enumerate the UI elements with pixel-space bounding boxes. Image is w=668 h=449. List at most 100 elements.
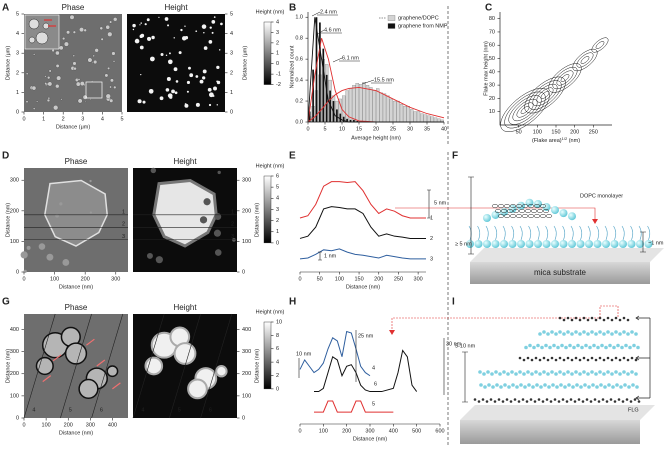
- lipid-head: [616, 343, 620, 348]
- graphene-atom: [598, 356, 602, 360]
- histogram-bar: [345, 90, 349, 123]
- axis-label: Distance (nm): [254, 203, 260, 237]
- series-label: 5: [372, 401, 375, 407]
- profile-curve: [314, 349, 418, 393]
- contour-line: [595, 41, 605, 49]
- annotation: 1 nm: [324, 253, 337, 259]
- lipid-head: [631, 383, 635, 387]
- lipid-head: [466, 240, 474, 248]
- lipid-head: [554, 372, 558, 376]
- histogram-bar: [386, 95, 390, 123]
- afm-feature: [35, 31, 49, 45]
- mica-substrate: [460, 405, 655, 420]
- lipid-head: [590, 370, 594, 374]
- afm-feature: [100, 37, 104, 41]
- x-tick-label: 5: [120, 116, 123, 122]
- image-features: [146, 167, 236, 264]
- afm-feature: [189, 73, 194, 78]
- lipid-head: [586, 372, 590, 376]
- afm-feature: [139, 45, 144, 50]
- profile-curve: [299, 330, 371, 377]
- afm-feature: [201, 24, 207, 29]
- graphene-atom: [558, 356, 562, 360]
- graphene-atom: [537, 398, 541, 401]
- histogram-bar: [308, 111, 311, 122]
- afm-feature: [202, 69, 207, 74]
- y-tick-label: 40: [489, 69, 495, 75]
- afm-feature: [83, 28, 87, 32]
- histogram-bar: [379, 92, 383, 123]
- lipid-tail: [502, 225, 506, 241]
- graphene-atom: [509, 400, 513, 403]
- graphene-atom: [618, 318, 622, 322]
- x-tick-label: 100: [42, 422, 51, 428]
- profile-label: 3: [122, 234, 125, 240]
- contour-line: [508, 95, 542, 125]
- x-tick-label: 300: [86, 422, 95, 428]
- afm-feature: [47, 81, 53, 87]
- graphene-atom: [513, 398, 517, 401]
- afm-feature: [173, 37, 175, 39]
- lipid-tail: [630, 225, 634, 241]
- y-tick-label: 50: [489, 56, 495, 62]
- lipid-head: [519, 383, 523, 387]
- x-tick-label: 150: [551, 129, 560, 135]
- graphene-atom: [554, 358, 558, 362]
- lipid-head: [525, 198, 534, 207]
- x-tick-label: 100: [50, 276, 59, 282]
- annotation: 5 nm: [434, 200, 447, 206]
- annotation: 6.1 nm: [342, 55, 359, 61]
- lipid-head: [523, 385, 527, 389]
- y-tick-label: 0.8: [295, 36, 303, 42]
- y-tick-label: 2: [276, 218, 279, 224]
- panel-label: G: [2, 297, 10, 308]
- graphene-atom: [566, 316, 570, 320]
- scale-bar: [427, 189, 431, 219]
- afm-feature: [63, 41, 69, 47]
- graphene-atom: [625, 398, 629, 401]
- afm-feature: [46, 253, 54, 261]
- image-features: [20, 179, 108, 273]
- lipid-tail: [579, 225, 583, 241]
- x-axis-label: Distance (μm): [56, 124, 91, 130]
- afm-feature: [91, 62, 94, 64]
- axis-label: Distance (nm): [5, 203, 11, 237]
- lipid-head: [624, 343, 628, 348]
- y-tick-label: 4: [276, 196, 279, 202]
- afm-feature: [213, 86, 217, 91]
- lipid-head: [571, 385, 575, 389]
- afm-feature: [51, 49, 55, 53]
- lipid-tail: [638, 225, 642, 241]
- graphene-hex: [533, 204, 541, 208]
- lipid-head: [552, 343, 556, 348]
- lipid-head: [627, 240, 636, 248]
- y-tick-label: 70: [489, 29, 495, 35]
- contour-line: [560, 74, 570, 82]
- afm-feature: [180, 28, 183, 32]
- afm-feature: [132, 23, 136, 28]
- y-tick-label: 0: [16, 109, 19, 115]
- y-tick-label: 1.0: [295, 15, 303, 21]
- lipid-head: [525, 240, 534, 248]
- lipid-head: [604, 345, 608, 350]
- lipid-head: [528, 343, 532, 348]
- graphene-atom: [574, 356, 578, 360]
- image-title: Height: [173, 157, 197, 166]
- x-tick-label: 300: [414, 276, 423, 282]
- graphene-hex: [527, 214, 535, 218]
- series-label: 3: [430, 256, 433, 262]
- contour-line: [528, 80, 562, 110]
- afm-feature: [151, 35, 155, 40]
- lipid-head: [607, 383, 611, 387]
- lipid-head: [587, 385, 591, 389]
- graphene-atom: [578, 358, 582, 362]
- histogram-bar: [382, 93, 387, 123]
- lipid-head: [531, 385, 535, 389]
- y-tick-label: 100: [242, 239, 251, 245]
- contour-line: [500, 88, 550, 132]
- graphene-hex: [530, 209, 538, 213]
- graphene-atom: [522, 358, 526, 362]
- legend-swatch: [387, 23, 396, 29]
- lipid-head: [522, 372, 526, 376]
